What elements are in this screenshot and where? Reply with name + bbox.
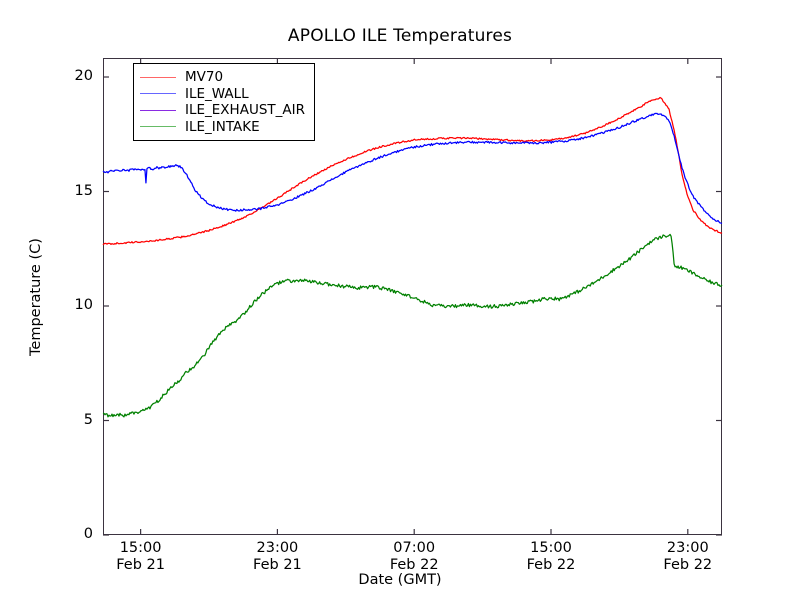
legend-swatch-ile-exhaust-air: [140, 109, 176, 111]
x-tick-time: 23:00: [666, 540, 709, 556]
legend-item-mv70[interactable]: MV70: [140, 69, 305, 86]
series-line-mv70: [102, 96, 723, 246]
x-tick-time: 07:00: [393, 540, 436, 556]
x-tick-label: 23:00 Feb 21: [217, 540, 337, 574]
legend-label-mv70: MV70: [185, 69, 224, 86]
x-tick-date: Feb 22: [526, 557, 576, 573]
legend-item-ile-wall[interactable]: ILE_WALL: [140, 86, 305, 103]
y-tick-label: 10: [74, 297, 93, 313]
x-tick-label: 23:00 Feb 22: [628, 540, 748, 574]
x-tick-label: 07:00 Feb 22: [354, 540, 474, 574]
y-tick-label: 20: [74, 68, 93, 84]
series-line-ile-wall: [102, 112, 723, 225]
x-tick-date: Feb 21: [116, 557, 165, 573]
x-tick-date: Feb 22: [663, 557, 713, 573]
legend-item-ile-intake[interactable]: ILE_INTAKE: [140, 119, 305, 136]
legend-swatch-mv70: [140, 76, 176, 78]
x-axis-label: Date (GMT): [358, 572, 442, 588]
x-tick-time: 15:00: [119, 540, 162, 556]
legend-item-ile-exhaust-air[interactable]: ILE_EXHAUST_AIR: [140, 102, 305, 119]
x-tick-label: 15:00 Feb 22: [491, 540, 611, 574]
series-line-ile-intake: [102, 233, 723, 418]
chart-title: APOLLO ILE Temperatures: [287, 26, 513, 46]
x-tick-time: 15:00: [530, 540, 572, 556]
legend-swatch-ile-wall: [140, 93, 176, 95]
x-tick-label: 15:00 Feb 21: [81, 540, 201, 574]
x-tick-date: Feb 21: [253, 557, 302, 573]
legend-label-ile-exhaust-air: ILE_EXHAUST_AIR: [185, 102, 305, 119]
y-tick-label: 15: [74, 182, 93, 199]
legend-label-ile-intake: ILE_INTAKE: [185, 118, 260, 135]
x-tick-time: 23:00: [256, 540, 299, 556]
chart-legend: MV70 ILE_WALL ILE_EXHAUST_AIR ILE_INTAKE: [133, 63, 315, 141]
axis-ticks: [103, 58, 722, 536]
legend-swatch-ile-intake: [140, 126, 176, 128]
data-series-group: [102, 96, 723, 418]
y-tick-label: 5: [83, 411, 93, 428]
x-tick-date: Feb 22: [389, 557, 439, 573]
legend-label-ile-wall: ILE_WALL: [185, 85, 249, 102]
y-tick-label: 0: [83, 526, 93, 542]
